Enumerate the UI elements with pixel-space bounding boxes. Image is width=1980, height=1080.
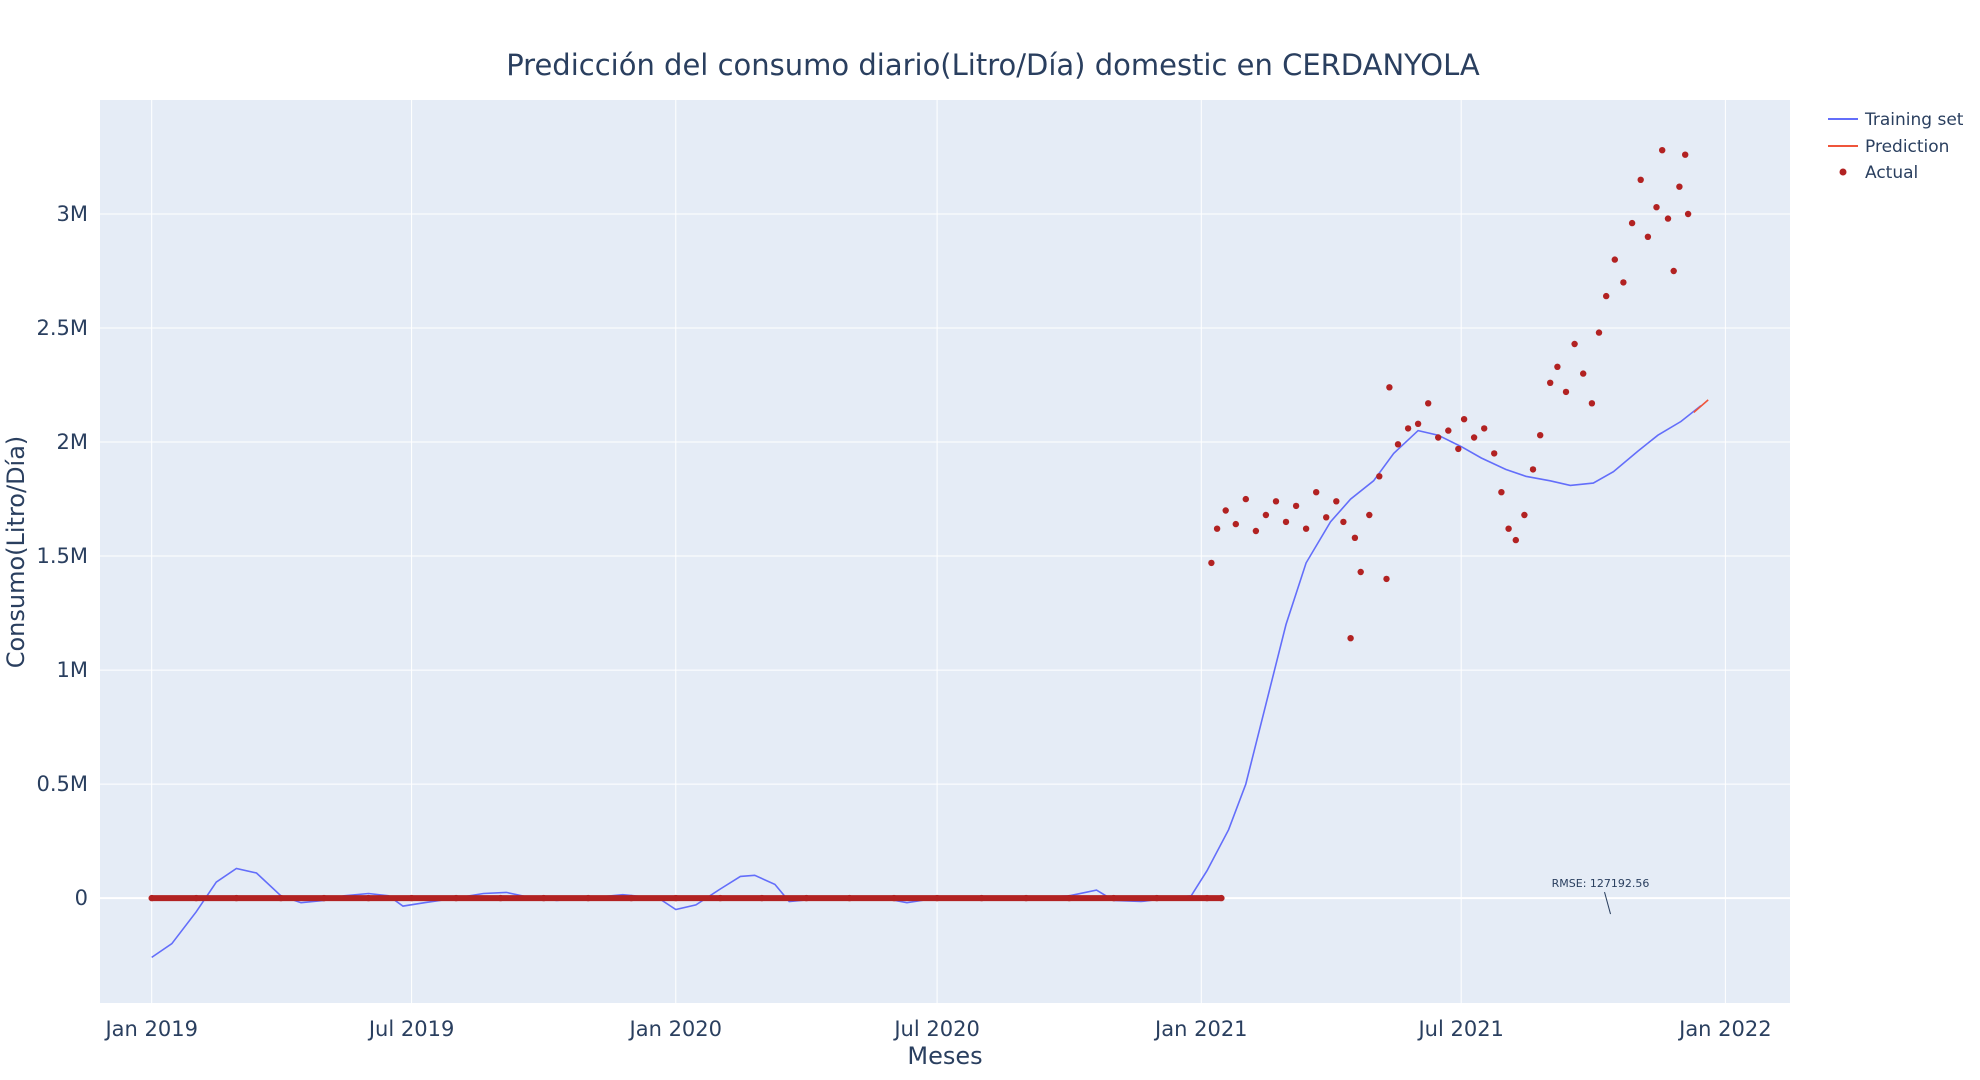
actual-point xyxy=(1208,559,1215,567)
y-tick-label: 0.5M xyxy=(36,772,88,796)
actual-point xyxy=(1580,370,1587,377)
actual-point xyxy=(1435,434,1442,441)
x-tick-label: Jan 2021 xyxy=(1153,1017,1248,1041)
actual-point xyxy=(1252,527,1260,535)
actual-point xyxy=(1455,445,1462,453)
legend-label-prediction: Prediction xyxy=(1865,137,1949,157)
actual-point xyxy=(1323,514,1330,521)
actual-point xyxy=(1682,151,1689,158)
actual-point xyxy=(1292,502,1300,510)
y-tick-label: 3M xyxy=(57,202,88,226)
actual-point xyxy=(1383,575,1390,583)
actual-point xyxy=(1676,183,1683,190)
annotations: RMSE: 127192.56 xyxy=(1552,877,1650,915)
legend[interactable]: Training set Prediction Actual xyxy=(1828,110,1964,183)
actual-point xyxy=(1232,520,1240,528)
legend-item-training-set[interactable]: Training set xyxy=(1828,110,1964,130)
x-tick-label: Jan 2020 xyxy=(628,1017,723,1041)
y-axis-title: Consumo(Litro/Día) xyxy=(2,436,30,669)
x-tick-label: Jan 2019 xyxy=(103,1017,198,1041)
actual-point xyxy=(1404,425,1412,432)
actual-point xyxy=(1498,489,1505,496)
actual-point xyxy=(1242,495,1250,503)
actual-point xyxy=(1340,518,1347,526)
series-layer xyxy=(148,147,1709,959)
actual-point xyxy=(1282,518,1290,526)
y-axis-ticks: 0 0.5M 1M 1.5M 2M 2.5M 3M xyxy=(36,202,88,910)
y-tick-label: 1M xyxy=(57,658,88,682)
actual-point xyxy=(1386,384,1393,391)
actual-point xyxy=(1272,498,1280,505)
actual-point xyxy=(1425,400,1432,407)
actual-point xyxy=(1222,507,1229,514)
actual-point xyxy=(1376,473,1383,480)
actual-point xyxy=(1670,267,1677,275)
actual-point xyxy=(1213,525,1221,532)
actual-point xyxy=(1481,425,1488,432)
y-tick-label: 0 xyxy=(75,886,88,910)
actual-point xyxy=(1505,525,1512,532)
actual-point xyxy=(1351,534,1359,541)
actual-point xyxy=(1571,340,1578,348)
series-line-prediction xyxy=(1693,399,1709,414)
x-tick-label: Jul 2019 xyxy=(367,1017,454,1041)
actual-point xyxy=(1521,511,1528,519)
legend-marker-actual xyxy=(1839,168,1847,176)
actual-point xyxy=(1644,233,1652,240)
actual-point xyxy=(1262,511,1270,519)
actual-point xyxy=(1445,427,1452,434)
actual-point xyxy=(1659,147,1666,154)
legend-label-actual: Actual xyxy=(1865,163,1918,183)
actual-point xyxy=(1628,219,1636,227)
actual-point xyxy=(1603,292,1610,300)
annotation-arrow xyxy=(1604,891,1612,915)
actual-point xyxy=(1491,450,1498,457)
x-tick-label: Jul 2020 xyxy=(892,1017,979,1041)
legend-item-actual[interactable]: Actual xyxy=(1839,163,1919,183)
actual-point xyxy=(1333,498,1340,505)
actual-point xyxy=(1357,568,1364,576)
actual-point xyxy=(1366,511,1373,519)
actual-point xyxy=(1529,466,1537,473)
actual-point xyxy=(1637,176,1644,183)
actual-point xyxy=(1588,400,1596,407)
rmse-annotation: RMSE: 127192.56 xyxy=(1552,877,1650,890)
actual-point xyxy=(1653,204,1660,211)
actual-point xyxy=(1302,525,1310,532)
y-tick-label: 2.5M xyxy=(36,316,88,340)
legend-item-prediction[interactable]: Prediction xyxy=(1828,137,1949,157)
actual-point xyxy=(1595,329,1603,336)
actual-point xyxy=(1347,635,1354,642)
grid-lines xyxy=(100,100,1790,1003)
chart-title: Predicción del consumo diario(Litro/Día)… xyxy=(506,48,1480,82)
legend-label-training-set: Training set xyxy=(1864,110,1964,130)
actual-point xyxy=(1664,215,1672,222)
y-tick-label: 2M xyxy=(57,430,88,454)
plot-area xyxy=(100,100,1790,1003)
x-tick-label: Jul 2021 xyxy=(1416,1017,1503,1041)
x-tick-label: Jan 2022 xyxy=(1677,1017,1772,1041)
actual-point xyxy=(1512,536,1520,544)
actual-point xyxy=(1460,416,1468,423)
actual-point xyxy=(1537,432,1544,439)
actual-point xyxy=(1611,256,1619,263)
actual-point xyxy=(1313,489,1320,496)
actual-point xyxy=(1562,388,1570,396)
actual-point xyxy=(1620,279,1627,286)
actual-point xyxy=(1470,434,1478,441)
actual-point xyxy=(1547,379,1554,386)
y-tick-label: 1.5M xyxy=(36,544,88,568)
actual-point xyxy=(1394,441,1402,448)
actual-point xyxy=(1554,363,1561,370)
x-axis-ticks: Jan 2019 Jul 2019 Jan 2020 Jul 2020 Jan 2021… xyxy=(103,1017,1771,1041)
actual-point xyxy=(1414,420,1422,427)
x-axis-title: Meses xyxy=(907,1042,982,1070)
actual-point xyxy=(1684,210,1692,218)
